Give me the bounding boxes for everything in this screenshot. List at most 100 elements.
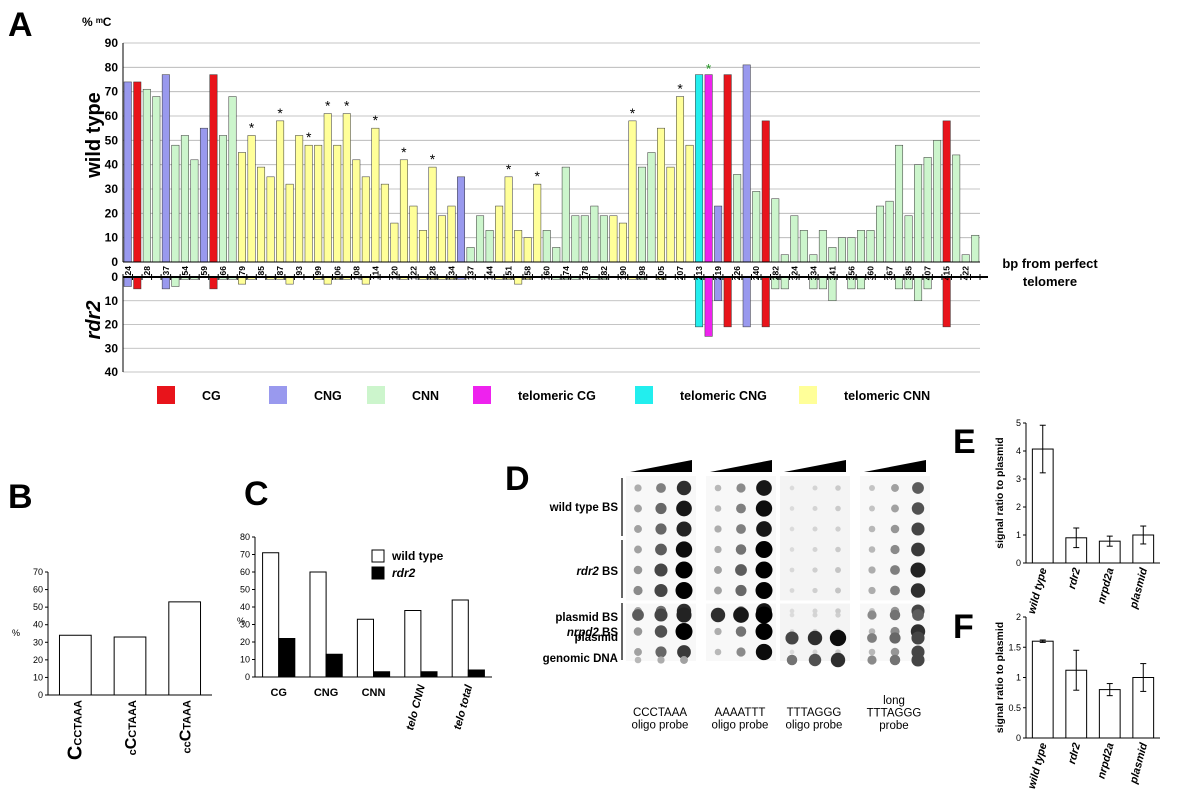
a-ytick-label: 30 xyxy=(105,341,119,355)
a-xtick-label: 137 xyxy=(466,266,476,280)
d-row-label: genomic DNA xyxy=(543,653,618,665)
d-blot-dot xyxy=(676,607,692,623)
d-blot-dot xyxy=(812,567,818,573)
a-bar-wild-type xyxy=(657,127,665,263)
d-blot-dot xyxy=(812,526,818,532)
d-probe-label: long xyxy=(883,695,905,707)
a-xtick-label: 151 xyxy=(504,266,514,280)
a-bar-wild-type xyxy=(161,74,170,263)
a-bar-wild-type xyxy=(723,74,732,263)
a-bar-rdr2 xyxy=(895,276,904,290)
c-ytick-label: 10 xyxy=(240,655,250,665)
d-blot-dot xyxy=(632,609,644,621)
d-blot-dot xyxy=(789,526,795,532)
a-bar-wild-type xyxy=(914,164,923,263)
a-ylabel-wild-type: wild type xyxy=(83,92,105,179)
d-blot-dot xyxy=(714,648,722,656)
a-legend-swatch xyxy=(367,386,385,404)
d-blot-dot xyxy=(912,482,924,494)
a-bar-wild-type xyxy=(761,120,770,263)
d-blot-dot xyxy=(736,483,746,493)
a-bar-wild-type xyxy=(361,176,370,263)
a-xtick-label: 66 xyxy=(218,266,228,276)
c-legend-label: rdr2 xyxy=(392,566,416,580)
d-blot-dot xyxy=(675,582,693,599)
e-ytick-label: 2 xyxy=(1016,502,1021,512)
d-blot-dot xyxy=(911,653,925,667)
d-blot-dot xyxy=(633,627,643,636)
a-xtick-label: 160 xyxy=(542,266,552,280)
a-xtick-label: 59 xyxy=(199,266,209,276)
a-bar-wild-type xyxy=(828,247,837,263)
a-bar-wild-type xyxy=(304,144,313,263)
c-bar-wild-type xyxy=(356,618,375,678)
a-xtick-label: 144 xyxy=(485,266,495,280)
a-bar-wild-type xyxy=(190,159,199,263)
a-xtick-label: 99 xyxy=(313,266,323,276)
a-bar-rdr2 xyxy=(238,276,246,285)
a-bar-wild-type xyxy=(390,222,399,263)
a-bar-wild-type xyxy=(276,120,285,263)
f-xtick-label: wild type xyxy=(1026,742,1050,791)
d-blot-dot xyxy=(835,587,841,594)
a-bar-rdr2 xyxy=(133,276,142,290)
d-blot-dot xyxy=(868,546,876,553)
d-probe-label: oligo probe xyxy=(786,720,843,732)
a-ytick-label: 10 xyxy=(105,294,119,308)
b-xtick-label: cCCTAAA xyxy=(123,700,140,755)
a-significance-star: * xyxy=(630,105,636,121)
d-blot-dot xyxy=(891,504,899,513)
d-blot-dot xyxy=(714,545,722,554)
d-blot-dot xyxy=(735,626,747,637)
a-bar-wild-type xyxy=(885,200,894,263)
a-xtick-label: 219 xyxy=(713,266,723,280)
d-blot-dot xyxy=(634,484,642,492)
d-probe-label: TTTAGGG xyxy=(787,707,842,719)
d-blot-dot xyxy=(733,607,749,623)
a-ytick-label: 20 xyxy=(105,318,119,332)
a-significance-star: * xyxy=(249,119,255,135)
d-blot-dot xyxy=(891,484,899,492)
d-blot-dot xyxy=(910,583,926,598)
d-blot-dot xyxy=(868,566,876,574)
d-blot-dot xyxy=(633,565,643,575)
d-blot-dot xyxy=(714,484,722,492)
a-xtick-label: 422 xyxy=(961,266,971,280)
b-bar xyxy=(168,601,202,696)
d-blot-dot xyxy=(677,645,691,659)
d-blot-dot xyxy=(755,623,773,640)
a-bar-wild-type xyxy=(942,120,951,263)
a-bar-wild-type xyxy=(257,166,266,263)
panel-b-chart: % 0 10 20 30 40 50 60 70 CCCTAAA cCCTAAA ccCTAAA xyxy=(12,567,212,760)
d-blot-dot xyxy=(755,561,773,579)
a-xtick-label: 385 xyxy=(904,266,914,280)
d-blot-dot xyxy=(868,525,876,533)
a-xtick-label: 334 xyxy=(808,266,818,280)
a-xtick-label: 93 xyxy=(294,266,304,276)
a-bar-rdr2 xyxy=(514,276,523,285)
a-xtick-label: 128 xyxy=(427,266,437,280)
d-blot-dot xyxy=(755,643,773,661)
a-xtick-label: 114 xyxy=(370,266,380,280)
a-legend-swatch xyxy=(799,386,817,404)
d-blot-dot xyxy=(675,541,693,558)
d-blot-dot xyxy=(869,505,875,512)
c-bar-wild-type xyxy=(451,599,469,678)
a-bar-rdr2 xyxy=(857,276,865,290)
d-blot-dot xyxy=(808,653,822,667)
a-bar-rdr2 xyxy=(695,276,704,328)
d-blot-dot xyxy=(890,647,900,657)
e-xtick-label: rdr2 xyxy=(1066,567,1083,591)
a-bar-rdr2 xyxy=(818,276,827,290)
a-legend-label: CNG xyxy=(314,389,342,403)
d-blot-dot xyxy=(789,547,795,552)
d-blot-dot xyxy=(634,656,642,664)
a-legend-label: CNN xyxy=(412,389,439,403)
d-blot-dot xyxy=(654,583,668,598)
panel-a-chart: 0 10 20 30 40 50 60 70 80 90 0 10 20 30 40 * * * * * * * * * * * *… xyxy=(105,36,1098,404)
a-bar-rdr2 xyxy=(742,276,751,328)
d-blot-dot xyxy=(867,655,877,665)
d-blot-dot xyxy=(755,606,773,624)
a-bar-wild-type xyxy=(295,135,304,263)
d-blot-dot xyxy=(869,485,875,491)
